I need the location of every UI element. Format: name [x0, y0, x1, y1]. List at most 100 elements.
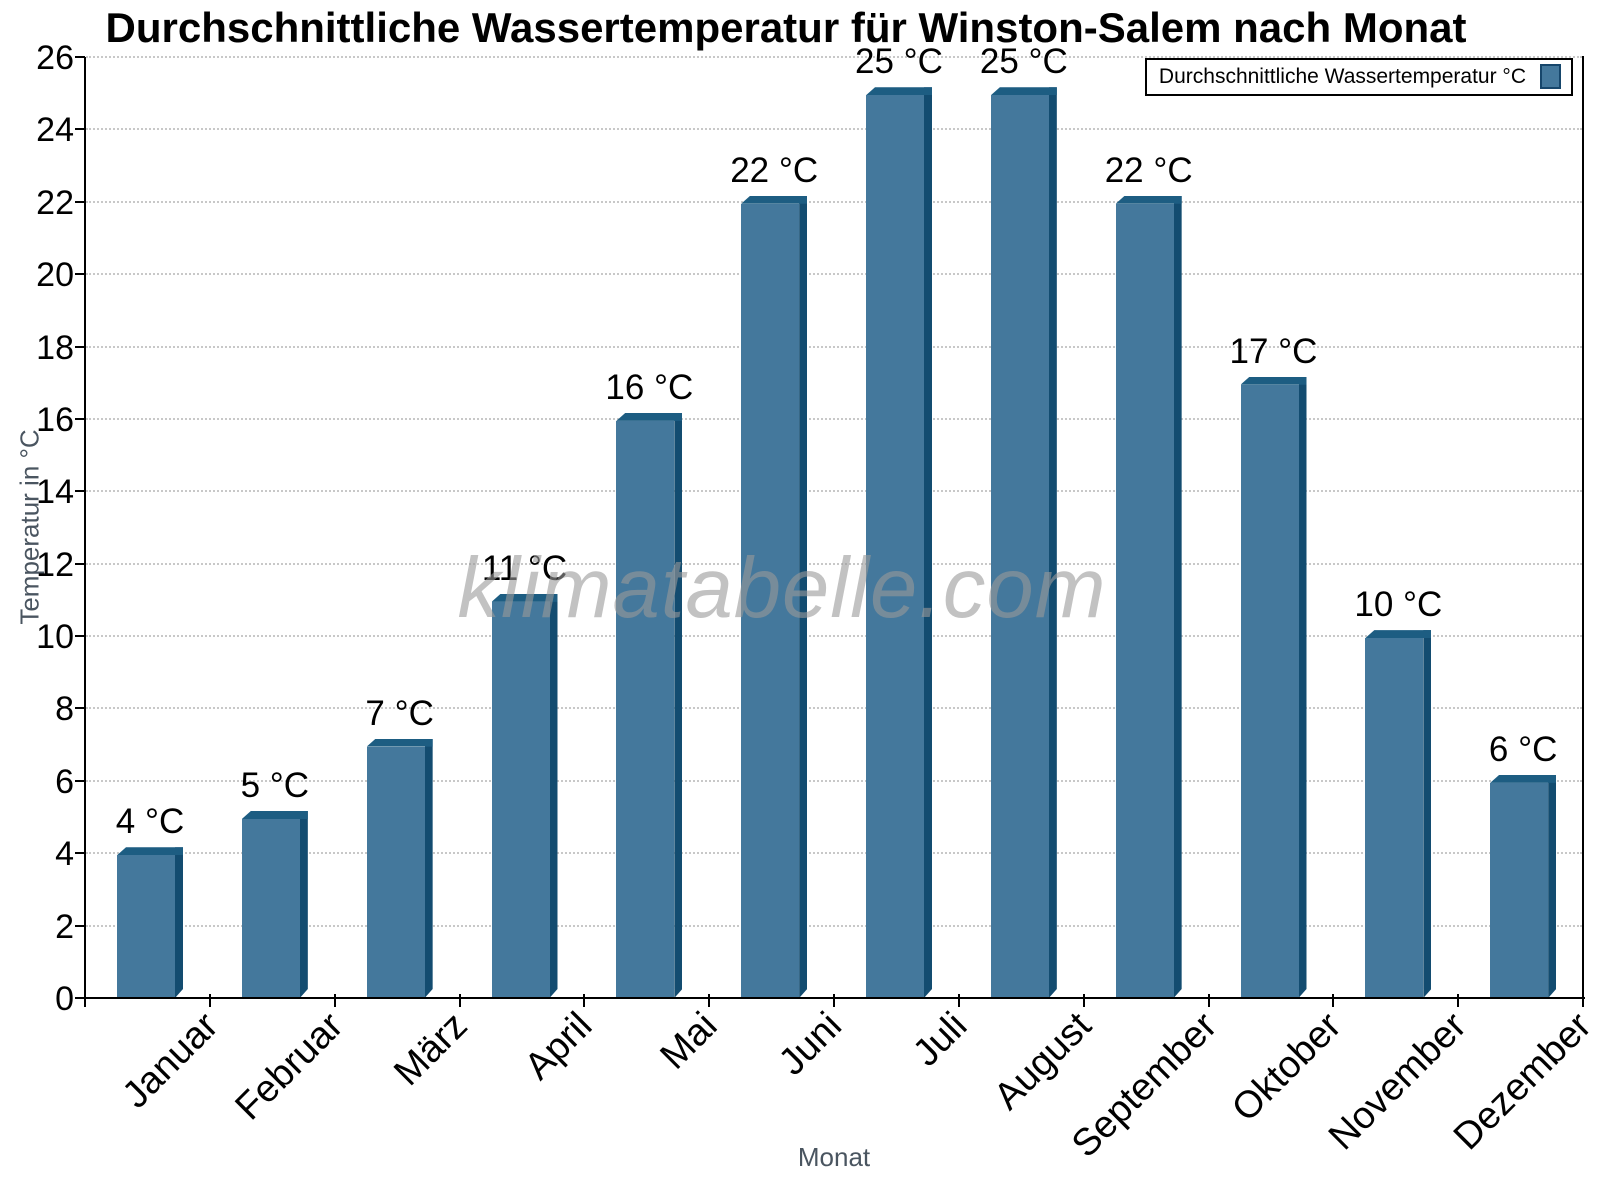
x-axis-category-label: März: [386, 1004, 476, 1095]
gridline: [86, 562, 1582, 565]
x-axis-tick: [1332, 994, 1335, 1007]
bar-top3d: [616, 412, 683, 421]
bar-face: [1365, 638, 1424, 998]
y-axis-tick-label: 20: [36, 256, 74, 295]
bar-oktober: [1240, 376, 1307, 998]
bar-side3d: [550, 594, 558, 998]
bar-side3d: [175, 847, 183, 998]
bar-value-label: 5 °C: [240, 766, 310, 806]
bar-side3d: [1174, 196, 1182, 998]
y-axis-tick-label: 14: [36, 473, 74, 512]
x-axis-category-label: Januar: [114, 1004, 227, 1117]
y-axis-tick-label: 22: [36, 183, 74, 222]
bar-side3d: [425, 739, 433, 998]
x-axis-tick: [1082, 994, 1085, 1007]
bar-august: [990, 87, 1057, 998]
x-axis-category-label: Mai: [652, 1004, 726, 1078]
bar-face: [741, 203, 800, 998]
bar-top3d: [366, 738, 433, 747]
bar-value-label: 17 °C: [1229, 331, 1318, 371]
x-axis-category-label: August: [986, 1004, 1100, 1118]
y-axis-tick: [75, 345, 85, 348]
y-axis-tick-label: 0: [55, 980, 74, 1018]
x-axis-tick: [208, 994, 211, 1007]
y-axis-tick-label: 12: [36, 545, 74, 584]
bar-top3d: [491, 593, 558, 602]
bar-top3d: [1490, 774, 1557, 783]
bar-september: [1115, 195, 1182, 998]
y-axis-tick-label: 2: [55, 907, 74, 946]
x-axis-category-label: April: [517, 1004, 601, 1089]
y-axis-tick: [75, 128, 85, 131]
gridline: [86, 128, 1582, 131]
legend: Durchschnittliche Wassertemperatur °C: [1144, 58, 1573, 96]
y-axis-line: [84, 57, 86, 999]
bar-value-label: 16 °C: [605, 367, 694, 407]
bar-side3d: [674, 413, 682, 998]
bar-top3d: [1365, 630, 1432, 639]
legend-series-swatch: [1540, 64, 1561, 89]
bar-face: [616, 420, 675, 998]
bar-value-label: 25 °C: [979, 42, 1068, 82]
bar-top3d: [1115, 195, 1182, 204]
x-axis-tick: [957, 994, 960, 1007]
y-axis-tick: [75, 200, 85, 203]
y-axis-tick: [75, 852, 85, 855]
gridline: [86, 635, 1582, 638]
y-axis-tick: [75, 562, 85, 565]
y-axis-tick: [75, 417, 85, 420]
bar-juli: [866, 87, 932, 998]
bar-face: [1115, 203, 1174, 998]
bar-april: [491, 593, 558, 998]
x-axis-tick: [708, 994, 711, 1007]
x-axis-tick: [333, 994, 336, 1007]
bar-value-label: 25 °C: [855, 42, 943, 82]
x-axis-category-label: Oktober: [1224, 1004, 1350, 1130]
bar-face: [117, 855, 175, 998]
y-axis-tick: [75, 707, 85, 710]
bar-juni: [741, 195, 808, 998]
bar-top3d: [990, 87, 1057, 96]
gridline: [86, 273, 1582, 276]
bar-februar: [241, 811, 308, 998]
bar-face: [366, 746, 425, 998]
bar-value-label: 22 °C: [730, 150, 819, 190]
bar-januar: [117, 847, 183, 998]
x-axis-title: Monat: [797, 1142, 871, 1172]
bar-value-label: 10 °C: [1354, 585, 1443, 625]
gridline: [86, 707, 1582, 710]
x-axis-tick: [458, 994, 461, 1007]
y-axis-tick: [75, 490, 85, 493]
bar-top3d: [1240, 376, 1307, 385]
bar-face: [1490, 782, 1549, 998]
bar-top3d: [866, 87, 932, 96]
bar-side3d: [924, 87, 932, 998]
bar-side3d: [1049, 87, 1057, 998]
x-axis-tick: [84, 994, 86, 1007]
y-axis-tick: [75, 635, 85, 638]
y-axis-tick: [75, 924, 85, 927]
watermark: klimatabelle.com: [457, 541, 1107, 636]
y-axis-tick-label: 8: [55, 690, 74, 729]
bar-märz: [366, 738, 433, 998]
y-axis-tick-label: 10: [36, 618, 74, 657]
y-axis-tick-label: 6: [55, 762, 74, 801]
y-axis-tick: [75, 56, 85, 58]
gridline: [86, 779, 1582, 782]
bar-mai: [616, 412, 683, 998]
y-axis-tick: [75, 779, 85, 782]
legend-label: Durchschnittliche Wassertemperatur °C: [1158, 64, 1526, 88]
gridline: [86, 852, 1582, 855]
y-axis-tick-label: 18: [36, 328, 74, 367]
gridline: [86, 417, 1582, 420]
x-axis-tick: [1582, 994, 1584, 1007]
bar-november: [1365, 630, 1432, 998]
y-axis-tick-label: 16: [36, 400, 74, 439]
bar-value-label: 6 °C: [1488, 729, 1558, 769]
y-axis-title: Temperatur in °C: [14, 429, 45, 625]
x-axis-category-label: Juni: [771, 1004, 851, 1084]
x-axis-tick: [1457, 994, 1460, 1007]
y-axis-tick-label: 4: [55, 835, 74, 874]
y-axis-tick: [75, 997, 85, 999]
